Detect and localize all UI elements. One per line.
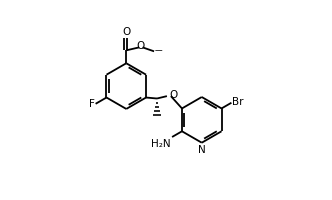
Text: Br: Br [232, 97, 244, 107]
Text: O: O [169, 90, 177, 100]
Text: F: F [89, 99, 95, 109]
Text: O: O [122, 27, 130, 37]
Text: N: N [198, 145, 206, 155]
Text: H₂N: H₂N [151, 139, 171, 149]
Text: O: O [136, 41, 144, 51]
Text: —: — [155, 46, 163, 55]
